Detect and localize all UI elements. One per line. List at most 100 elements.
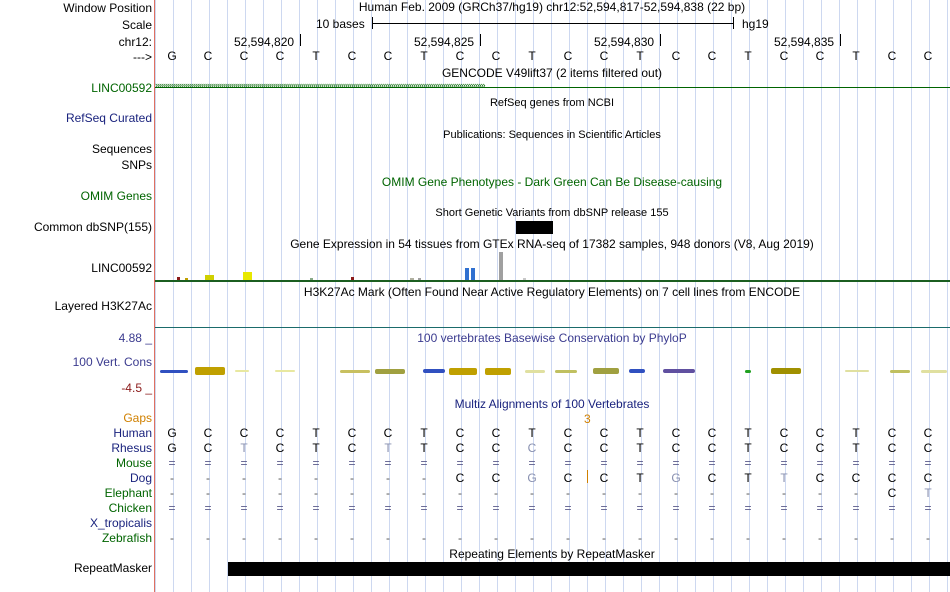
phylop-max-label: 4.88 _ [118,331,152,345]
phylop-base-mark [449,368,477,375]
alignment-base-human: C [491,426,501,440]
track-label-gtex[interactable]: LINC00592 [91,261,152,275]
track-label-omim[interactable]: OMIM Genes [80,189,152,203]
phylop-base-mark [275,370,295,372]
track-title-gtex: Gene Expression in 54 tissues from GTEx … [290,237,814,251]
species-label-dog[interactable]: Dog [129,471,152,485]
track-title-refseq: RefSeq genes from NCBI [489,97,615,109]
phylop-base-mark [160,370,188,373]
alignment-base-zebrafish: - [890,531,894,545]
sequence-base: C [599,49,609,63]
track-label-snps[interactable]: SNPs [121,158,152,172]
track-label-refseq[interactable]: RefSeq Curated [65,111,152,125]
alignment-base-human: T [636,426,644,440]
species-label-zebrafish[interactable]: Zebrafish [101,531,152,545]
linc00592-gene-line[interactable]: ››››››››››››››››››››››››››››››››››››››››… [155,80,486,90]
alignment-base-chicken: = [816,501,824,515]
alignment-base-chicken: = [564,501,572,515]
track-label-repeatmasker[interactable]: RepeatMasker [73,561,152,575]
alignment-base-mouse: = [816,456,824,470]
gridline [893,0,894,592]
coord-label: 52,594,820 [234,35,295,49]
coord-tick [300,34,301,46]
sequence-base: T [528,49,536,63]
alignment-base-chicken: = [168,501,176,515]
alignment-base-chicken: = [780,501,788,515]
alignment-base-elephant: - [746,486,750,500]
genome-browser-image[interactable]: Human Feb. 2009 (GRCh37/hg19) chr12:52,5… [155,0,950,592]
gtex-tissue-bar[interactable] [185,278,188,280]
sequence-base: C [887,49,897,63]
alignment-base-rhesus: C [275,441,285,455]
gtex-tissue-bar[interactable] [310,278,313,280]
alignment-base-chicken: = [672,501,680,515]
gridline [425,0,426,592]
sequence-base: T [636,49,644,63]
gtex-tissue-bar[interactable] [410,278,414,280]
alignment-base-elephant: - [278,486,282,500]
phylop-base-mark [771,368,801,374]
gridline [407,0,408,592]
gridline [641,0,642,592]
alignment-base-human: T [852,426,860,440]
species-label-elephant[interactable]: Elephant [104,486,152,500]
gtex-tissue-bar[interactable] [523,278,526,280]
track-label-gaps[interactable]: Gaps [123,411,152,425]
alignment-base-rhesus: C [671,441,681,455]
alignment-base-rhesus: C [779,441,789,455]
track-label-dbsnp[interactable]: Common dbSNP(155) [33,220,152,234]
gtex-tissue-bar[interactable] [471,268,475,280]
alignment-base-mouse: = [456,456,464,470]
alignment-base-elephant: - [206,486,210,500]
gridline [731,0,732,592]
gridline [929,0,930,592]
track-label-linc00592[interactable]: LINC00592 [91,81,152,95]
sequence-base: C [491,49,501,63]
alignment-base-mouse: = [420,456,428,470]
alignment-base-rhesus: T [240,441,248,455]
species-label-chicken[interactable]: Chicken [108,501,152,515]
gtex-tissue-bar[interactable] [418,278,421,280]
track-label-sequences[interactable]: Sequences [91,142,152,156]
alignment-base-dog: C [707,471,717,485]
alignment-base-human: T [420,426,428,440]
gtex-tissue-bar[interactable] [205,275,210,280]
dbsnp-variant[interactable] [516,221,553,234]
sequence-base: C [239,49,249,63]
species-label-xtropicalis[interactable]: X_tropicalis [89,516,152,530]
gtex-tissue-bar[interactable] [465,268,469,280]
gtex-tissue-bar[interactable] [499,252,503,280]
track-label-h3k27ac[interactable]: Layered H3K27Ac [54,299,152,313]
species-label-mouse[interactable]: Mouse [115,456,152,470]
repeatmasker-element[interactable] [228,562,950,576]
alignment-base-zebrafish: - [818,531,822,545]
gridline [335,0,336,592]
alignment-base-elephant: - [458,486,462,500]
gtex-tissue-bar[interactable] [209,275,214,280]
alignment-base-chicken: = [348,501,356,515]
track-label-vert-cons[interactable]: 100 Vert. Cons [72,355,152,369]
alignment-base-human: T [312,426,320,440]
gtex-tissue-bar[interactable] [351,277,354,280]
gtex-tissue-bar[interactable] [243,272,248,280]
gridline [173,0,174,592]
gtex-tissue-bar[interactable] [177,277,180,280]
alignment-base-human: C [923,426,933,440]
track-label-pane: Window Position Scale chr12: ---> LINC00… [0,0,154,592]
species-label-rhesus[interactable]: Rhesus [111,441,152,455]
alignment-base-elephant: C [887,486,897,500]
alignment-base-elephant: - [422,486,426,500]
track-title-repeatmasker: Repeating Elements by RepeatMasker [449,547,655,561]
gtex-tissue-bar[interactable] [247,272,252,280]
sequence-base: T [852,49,860,63]
alignment-base-mouse: = [672,456,680,470]
alignment-base-dog: - [278,471,282,485]
track-title-multiz: Multiz Alignments of 100 Vertebrates [454,397,650,411]
alignment-base-dog: G [671,471,681,485]
species-label-human[interactable]: Human [113,426,152,440]
alignment-base-dog: - [170,471,174,485]
gridline [245,0,246,592]
alignment-base-mouse: = [276,456,284,470]
gridline [551,0,552,592]
gridline [605,0,606,592]
